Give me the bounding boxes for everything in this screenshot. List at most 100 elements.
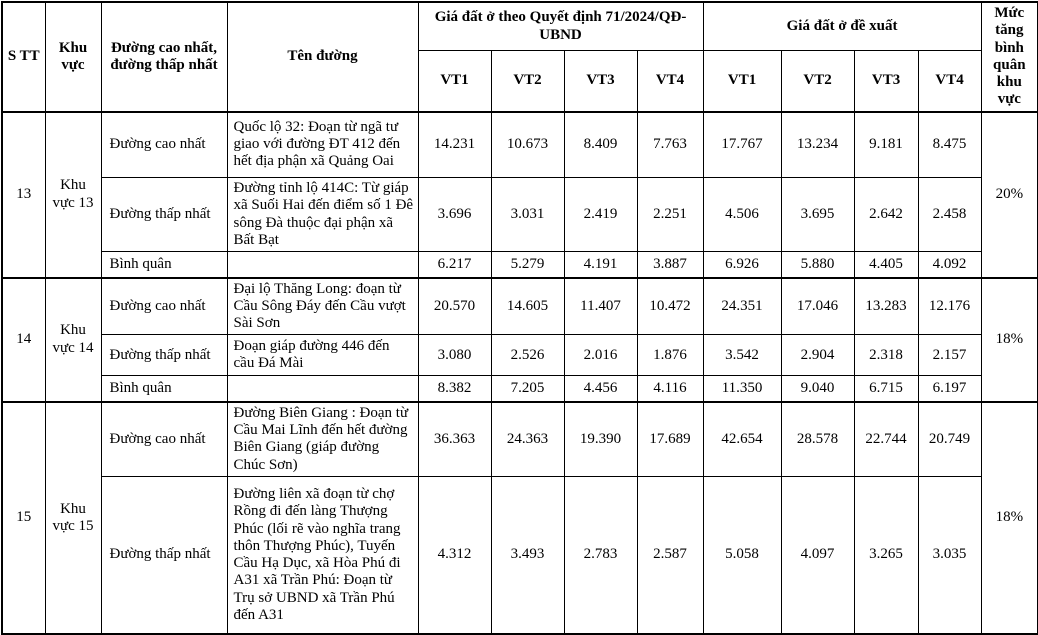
road-name-cell: Đường Biên Giang : Đoạn từ Cầu Mai Lĩnh …: [226, 400, 419, 477]
price-value-cell: 3.542: [702, 334, 782, 377]
price-value-cell: 2.157: [917, 334, 982, 377]
vt-column-header: VT3: [853, 50, 919, 113]
road-type-cell: Đường cao nhất: [100, 400, 228, 477]
price-value-cell: 12.176: [917, 276, 982, 336]
avg-increase-header: Mức tăng bình quân khu vực: [980, 1, 1038, 112]
price-value-cell: 5.880: [780, 251, 855, 278]
table-row: 13 Khu vực 13 Đường cao nhất Quốc lộ 32:…: [1, 110, 1038, 278]
price-value-cell: 24.363: [490, 400, 565, 477]
price-value-cell: 28.578: [780, 400, 855, 477]
price-value-cell: 8.382: [417, 375, 492, 403]
stt-cell: 13: [1, 110, 46, 278]
table-row: Bình quân 8.382 7.205 4.456 4.116 11.350…: [2, 375, 1038, 403]
price-value-cell: 20.749: [917, 400, 982, 477]
price-value-cell: 3.031: [490, 177, 565, 252]
vt-column-header: VT3: [563, 50, 638, 113]
avg-increase-cell: 18%: [980, 400, 1038, 635]
price-value-cell: 10.472: [636, 276, 704, 336]
price-value-cell: 3.695: [780, 177, 855, 252]
price-value-cell: 17.689: [636, 400, 704, 477]
price-value-cell: 20.570: [417, 276, 492, 336]
stt-header: S TT: [1, 1, 46, 112]
vt-column-header: VT4: [636, 50, 704, 113]
header-row-groups: S TT Khu vực Đường cao nhất, đường thấp …: [1, 1, 1038, 112]
price-value-cell: 36.363: [417, 400, 492, 477]
price-value-cell: 5.279: [490, 251, 565, 278]
price-value-cell: 17.046: [780, 276, 855, 336]
price-value-cell: 7.763: [636, 110, 704, 178]
price-value-cell: 2.251: [636, 177, 704, 252]
table-row: Bình quân 6.217 5.279 4.191 3.887 6.926 …: [2, 251, 1038, 278]
price-value-cell: 2.458: [917, 177, 982, 252]
road-type-header: Đường cao nhất, đường thấp nhất: [100, 1, 228, 112]
price-value-cell: 6.715: [853, 375, 919, 403]
vt-column-header: VT4: [917, 50, 982, 113]
area-cell: Khu vực 13: [44, 110, 102, 278]
price-value-cell: 42.654: [702, 400, 782, 477]
price-value-cell: 3.696: [417, 177, 492, 252]
price-value-cell: 3.080: [417, 334, 492, 377]
price-value-cell: 5.058: [702, 475, 782, 635]
road-name-cell: Đại lộ Thăng Long: đoạn từ Cầu Sông Đáy …: [226, 276, 419, 336]
avg-increase-cell: 18%: [980, 276, 1038, 403]
table-row: Đường thấp nhất Đường liên xã đoạn từ ch…: [2, 475, 1038, 635]
table-row: Đường thấp nhất Đoạn giáp đường 446 đến …: [2, 334, 1038, 377]
price-value-cell: 4.092: [917, 251, 982, 278]
price-value-cell: 2.016: [563, 334, 638, 377]
price-value-cell: 11.407: [563, 276, 638, 336]
price-value-cell: 4.405: [853, 251, 919, 278]
vt-column-header: VT1: [417, 50, 492, 113]
price-value-cell: 2.587: [636, 475, 704, 635]
road-type-cell: Đường cao nhất: [100, 276, 228, 336]
price-value-cell: 4.456: [563, 375, 638, 403]
price-value-cell: 7.205: [490, 375, 565, 403]
price-value-cell: 3.035: [917, 475, 982, 635]
price-value-cell: 9.040: [780, 375, 855, 403]
price-value-cell: 2.904: [780, 334, 855, 377]
area-header: Khu vực: [44, 1, 102, 112]
price-value-cell: 3.493: [490, 475, 565, 635]
price-value-cell: 3.265: [853, 475, 919, 635]
price-value-cell: 4.097: [780, 475, 855, 635]
road-type-cell: Đường thấp nhất: [100, 177, 228, 252]
price-value-cell: 2.526: [490, 334, 565, 377]
price-value-cell: 2.783: [563, 475, 638, 635]
price-value-cell: 4.116: [636, 375, 704, 403]
road-name-header: Tên đường: [226, 1, 419, 112]
road-name-cell: [226, 375, 419, 403]
table-row: 15 Khu vực 15 Đường cao nhất Đường Biên …: [1, 400, 1038, 635]
price-value-cell: 2.419: [563, 177, 638, 252]
price-value-cell: 8.409: [563, 110, 638, 178]
price-value-cell: 24.351: [702, 276, 782, 336]
group-header-decision-71: Giá đất ở theo Quyết định 71/2024/QĐ-UBN…: [417, 1, 704, 52]
avg-increase-cell: 20%: [980, 110, 1038, 278]
vt-column-header: VT2: [490, 50, 565, 113]
price-value-cell: 6.926: [702, 251, 782, 278]
price-value-cell: 13.283: [853, 276, 919, 336]
road-name-cell: [226, 251, 419, 278]
table-row: Đường thấp nhất Đường tỉnh lộ 414C: Từ g…: [2, 177, 1038, 252]
price-value-cell: 1.876: [636, 334, 704, 377]
price-value-cell: 17.767: [702, 110, 782, 178]
road-name-cell: Đường liên xã đoạn từ chợ Rồng đi đến là…: [226, 475, 419, 635]
price-value-cell: 2.318: [853, 334, 919, 377]
price-value-cell: 4.191: [563, 251, 638, 278]
road-type-cell: Đường thấp nhất: [100, 334, 228, 377]
vt-column-header: VT1: [702, 50, 782, 113]
price-value-cell: 6.217: [417, 251, 492, 278]
price-value-cell: 14.231: [417, 110, 492, 178]
stt-cell: 15: [1, 400, 46, 635]
area-cell: Khu vực 14: [44, 276, 102, 403]
road-type-cell: Bình quân: [100, 375, 228, 403]
road-type-cell: Đường cao nhất: [100, 110, 228, 178]
price-value-cell: 9.181: [853, 110, 919, 178]
stt-cell: 14: [1, 276, 46, 403]
table-row: 14 Khu vực 14 Đường cao nhất Đại lộ Thăn…: [1, 276, 1038, 403]
road-type-cell: Bình quân: [100, 251, 228, 278]
price-value-cell: 4.506: [702, 177, 782, 252]
road-name-cell: Quốc lộ 32: Đoạn từ ngã tư giao với đườn…: [226, 110, 419, 178]
vt-column-header: VT2: [780, 50, 855, 113]
price-value-cell: 3.887: [636, 251, 704, 278]
road-type-cell: Đường thấp nhất: [100, 475, 228, 635]
